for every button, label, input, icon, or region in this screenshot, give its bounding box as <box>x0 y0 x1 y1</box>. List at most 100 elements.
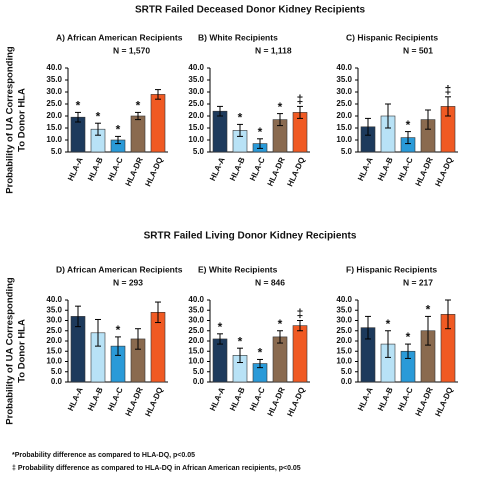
y-tick-label: 10.0 <box>336 135 352 144</box>
error-bar <box>297 320 303 332</box>
y-tick-label: 35.0 <box>336 305 352 314</box>
x-tick-label: HLA-DQ <box>433 156 454 188</box>
y-tick-label: 20.0 <box>188 336 204 345</box>
error-bar <box>217 105 223 117</box>
bar <box>292 325 308 383</box>
x-tick-label: HLA-C <box>396 156 415 183</box>
y-tick-label: 5.0 <box>193 147 205 156</box>
error-bar <box>217 333 223 345</box>
y-tick-label: 40.0 <box>188 295 204 304</box>
significance-marker: * <box>116 323 121 337</box>
x-tick-label: HLA-DQ <box>143 156 164 188</box>
significance-marker: * <box>258 346 263 360</box>
x-tick-label: HLA-C <box>106 386 125 413</box>
error-bar <box>385 103 391 129</box>
error-bar <box>385 330 391 358</box>
y-tick-label: 10.0 <box>336 357 352 366</box>
x-tick-label: HLA-A <box>356 386 375 413</box>
x-tick-label: HLA-DQ <box>285 156 306 188</box>
y-tick-label: 15.0 <box>46 123 62 132</box>
x-tick-label: HLA-B <box>228 386 247 413</box>
y-tick-label: 10.0 <box>188 357 204 366</box>
y-axis-label: Probability of UA Corresponding <box>5 46 16 194</box>
y-tick-label: 5.0 <box>51 367 63 376</box>
y-tick-label: 35.0 <box>188 305 204 314</box>
panel-subtitle: N = 293 <box>113 277 143 287</box>
y-axis-label: To Donor HLA <box>17 319 28 383</box>
error-bar <box>155 301 161 324</box>
y-tick-label: 5.0 <box>193 367 205 376</box>
y-tick-label: 15.0 <box>336 123 352 132</box>
significance-marker: * <box>218 320 223 334</box>
significance-marker: ‡ <box>445 83 452 97</box>
significance-marker: * <box>136 99 141 113</box>
x-tick-label: HLA-DQ <box>143 386 164 418</box>
y-tick-label: 25.0 <box>46 99 62 108</box>
y-tick-label: 20.0 <box>188 111 204 120</box>
y-tick-label: 30.0 <box>336 316 352 325</box>
panel-subtitle: N = 501 <box>403 45 433 55</box>
y-tick-label: 25.0 <box>188 99 204 108</box>
significance-marker: * <box>258 125 263 139</box>
error-bar <box>115 135 121 145</box>
error-bar <box>135 328 141 350</box>
x-tick-label: HLA-A <box>66 156 85 183</box>
significance-marker: * <box>96 109 101 123</box>
significance-marker: ‡ <box>297 93 304 107</box>
significance-marker: * <box>426 303 431 317</box>
x-tick-label: HLA-A <box>208 156 227 183</box>
y-tick-label: 35.0 <box>46 305 62 314</box>
y-axis-label: To Donor HLA <box>17 88 28 152</box>
panel-title: C) Hispanic Recipients <box>346 32 438 42</box>
y-tick-label: 15.0 <box>46 346 62 355</box>
y-tick-label: 10.0 <box>188 135 204 144</box>
footnote: ‡ Probability difference as compared to … <box>12 465 301 472</box>
y-tick-label: 10.0 <box>46 357 62 366</box>
error-bar <box>155 89 161 100</box>
significance-marker: * <box>116 123 121 137</box>
y-tick-label: 20.0 <box>336 111 352 120</box>
error-bar <box>75 305 81 328</box>
panel-title: D) African American Recipients <box>56 264 183 274</box>
y-tick-label: 0.0 <box>51 377 63 386</box>
x-tick-label: HLA-DR <box>414 156 435 188</box>
bar <box>272 336 288 383</box>
error-bar <box>75 111 81 123</box>
y-tick-label: 5.0 <box>341 147 353 156</box>
y-tick-label: 10.0 <box>46 135 62 144</box>
significance-marker: * <box>76 99 81 113</box>
significance-marker: * <box>278 100 283 114</box>
y-tick-label: 40.0 <box>336 63 352 72</box>
x-tick-label: HLA-C <box>248 386 267 413</box>
x-tick-label: HLA-B <box>376 386 395 413</box>
error-bar <box>115 336 121 356</box>
y-tick-label: 30.0 <box>46 87 62 96</box>
x-tick-label: HLA-B <box>228 156 247 183</box>
y-tick-label: 35.0 <box>188 75 204 84</box>
error-bar <box>365 117 371 136</box>
x-tick-label: HLA-DQ <box>433 386 454 418</box>
x-tick-label: HLA-DR <box>266 156 287 188</box>
error-bar <box>95 318 101 347</box>
panel-title: F) Hispanic Recipients <box>346 264 437 274</box>
significance-marker: * <box>278 317 283 331</box>
y-tick-label: 20.0 <box>336 336 352 345</box>
y-tick-label: 25.0 <box>188 326 204 335</box>
y-tick-label: 30.0 <box>46 316 62 325</box>
x-tick-label: HLA-C <box>106 156 125 183</box>
y-tick-label: 40.0 <box>46 295 62 304</box>
y-tick-label: 25.0 <box>336 99 352 108</box>
y-tick-label: 25.0 <box>46 326 62 335</box>
x-tick-label: HLA-B <box>86 156 105 183</box>
y-tick-label: 15.0 <box>336 346 352 355</box>
panel-title: A) African American Recipients <box>56 32 183 42</box>
error-bar <box>237 123 243 137</box>
error-bar <box>277 330 283 344</box>
x-tick-label: HLA-C <box>396 386 415 413</box>
x-tick-label: HLA-A <box>356 156 375 183</box>
error-bar <box>445 299 451 330</box>
error-bar <box>135 111 141 121</box>
error-bar <box>405 343 411 359</box>
error-bar <box>257 358 263 369</box>
y-tick-label: 0.0 <box>341 377 353 386</box>
